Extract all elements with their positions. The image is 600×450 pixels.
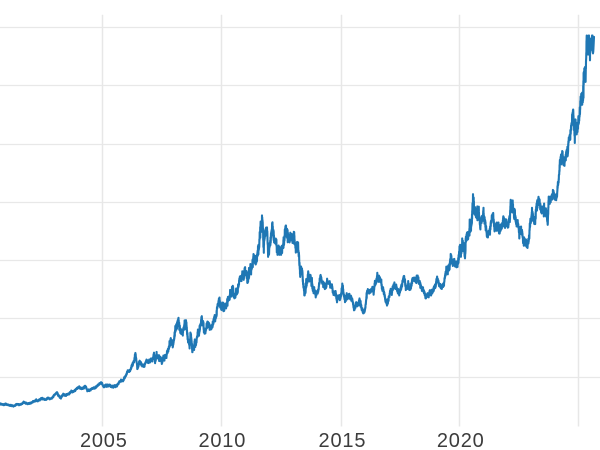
svg-text:2010: 2010 <box>198 430 246 450</box>
svg-text:2005: 2005 <box>80 430 128 450</box>
svg-text:2020: 2020 <box>437 430 485 450</box>
svg-text:2015: 2015 <box>319 430 367 450</box>
